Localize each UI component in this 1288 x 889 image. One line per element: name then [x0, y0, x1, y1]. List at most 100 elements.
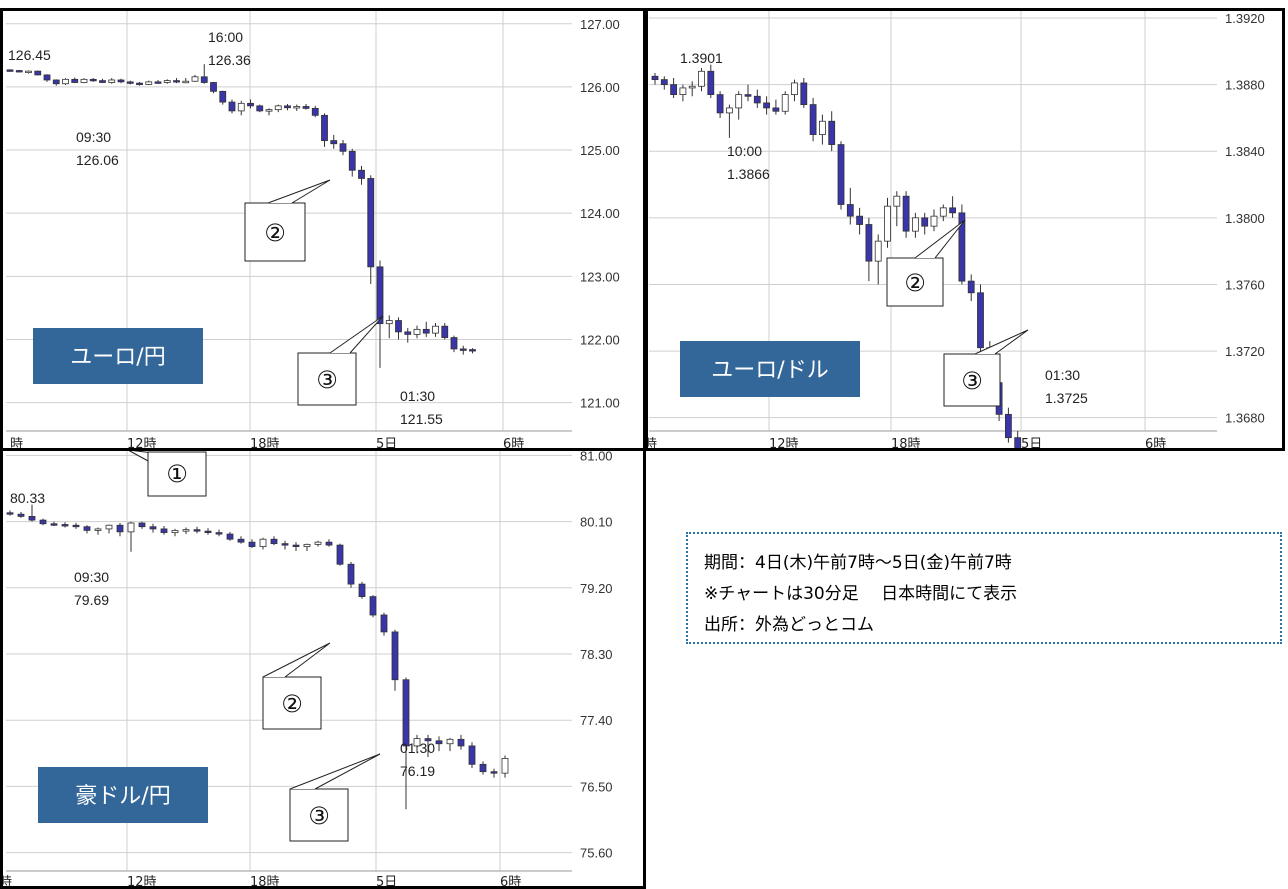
candle-body-down	[422, 328, 430, 334]
candle-body-down	[330, 140, 338, 145]
candle-body-down	[347, 563, 355, 585]
candle-body-down	[138, 522, 146, 528]
candlestick	[138, 521, 146, 529]
candle-body-down	[753, 95, 761, 104]
candlestick	[763, 96, 770, 115]
candlestick	[228, 99, 236, 114]
candlestick	[385, 315, 393, 339]
candlestick	[127, 521, 135, 552]
candle-body-down	[469, 349, 476, 352]
eurusd-chart-panel: 1.3920 1.3880 1.3840 1.3800 1.3760 1.3720 1.36…	[645, 8, 1285, 451]
price-annotation: 121.55	[400, 411, 443, 427]
candle-body-down	[219, 90, 227, 103]
candle-body-down	[457, 738, 465, 747]
candle-body-down	[435, 740, 443, 745]
y-tick-label: 1.3800	[1225, 211, 1265, 226]
candle-body-down	[72, 524, 80, 528]
candlestick	[367, 175, 375, 284]
candlestick	[71, 77, 79, 84]
candle-body-up	[259, 538, 267, 547]
candle-body-down	[1004, 413, 1012, 439]
candle-body-up	[94, 528, 102, 531]
candlestick	[781, 91, 789, 115]
candlestick	[347, 562, 355, 588]
candle-body-down	[302, 106, 310, 109]
candle-body-down	[193, 529, 201, 532]
candlestick	[311, 105, 319, 118]
candle-body-down	[744, 94, 752, 97]
candle-body-up	[265, 109, 273, 112]
candlestick	[432, 323, 439, 337]
candlestick	[457, 734, 465, 750]
candle-body-down	[772, 107, 780, 112]
callout-box: ②	[244, 202, 306, 262]
candlestick	[469, 348, 476, 354]
callout-number: ③	[308, 802, 330, 830]
candlestick	[314, 540, 322, 547]
candlestick	[89, 78, 97, 82]
candle-body-down	[248, 541, 256, 547]
candle-body-down	[468, 745, 476, 765]
candlestick	[1014, 431, 1022, 451]
candle-body-down	[837, 144, 845, 205]
candle-body-down	[292, 544, 300, 548]
x-tick-label: 18時	[250, 875, 280, 889]
candlestick	[490, 768, 498, 778]
candle-body-up	[735, 94, 743, 109]
y-tick-label: 78.30	[580, 647, 613, 662]
candle-body-up	[182, 80, 190, 84]
candlestick	[339, 139, 347, 156]
y-tick-label: 1.3760	[1225, 277, 1265, 292]
candlestick	[479, 761, 487, 775]
candlestick	[846, 187, 854, 225]
candle-body-down	[670, 84, 678, 95]
candlestick	[204, 528, 212, 535]
candlestick	[43, 74, 51, 82]
candle-body-down	[281, 543, 289, 546]
candle-body-down	[39, 519, 47, 525]
candlestick	[380, 612, 388, 636]
candle-body-down	[358, 583, 366, 598]
y-tick-label: 125.00	[580, 143, 620, 158]
candle-body-down	[348, 150, 356, 171]
candle-body-up	[105, 524, 113, 530]
candlestick	[160, 525, 168, 535]
candlestick	[791, 79, 798, 102]
y-tick-label: 1.3920	[1225, 11, 1265, 26]
candlestick	[865, 217, 873, 282]
candle-body-down	[367, 178, 375, 268]
candlestick	[468, 742, 476, 769]
candle-body-down	[117, 79, 125, 83]
candle-body-up	[237, 102, 245, 112]
y-tick-label: 75.60	[580, 846, 613, 861]
callout-pointer	[262, 642, 331, 678]
candle-body-down	[210, 82, 217, 92]
candlestick	[967, 274, 975, 302]
candle-body-down	[459, 348, 467, 351]
candlestick	[293, 104, 301, 111]
candlestick	[726, 104, 733, 138]
candlestick	[856, 207, 864, 235]
candlestick	[171, 528, 179, 537]
currency-pair-title: ユーロ/ドル	[711, 358, 828, 383]
price-annotation: 126.36	[208, 52, 251, 68]
y-tick-label: 123.00	[580, 269, 620, 284]
callout-number: ②	[281, 690, 303, 718]
candle-body-down	[6, 512, 14, 515]
x-tick-label: 5日	[376, 875, 397, 889]
candle-body-down	[339, 143, 347, 152]
candlestick	[435, 736, 443, 752]
candlestick	[402, 677, 410, 810]
candle-body-down	[136, 82, 143, 86]
candle-body-up	[80, 78, 88, 83]
candlestick	[62, 78, 69, 86]
price-annotation: 10:00	[727, 143, 762, 159]
candlestick	[977, 284, 984, 357]
candle-body-up	[874, 240, 882, 262]
candlestick	[395, 317, 402, 340]
candle-body-up	[791, 82, 798, 95]
candlestick	[270, 536, 278, 546]
candle-body-down	[369, 596, 377, 616]
candlestick	[163, 79, 171, 84]
candle-body-up	[274, 105, 282, 111]
